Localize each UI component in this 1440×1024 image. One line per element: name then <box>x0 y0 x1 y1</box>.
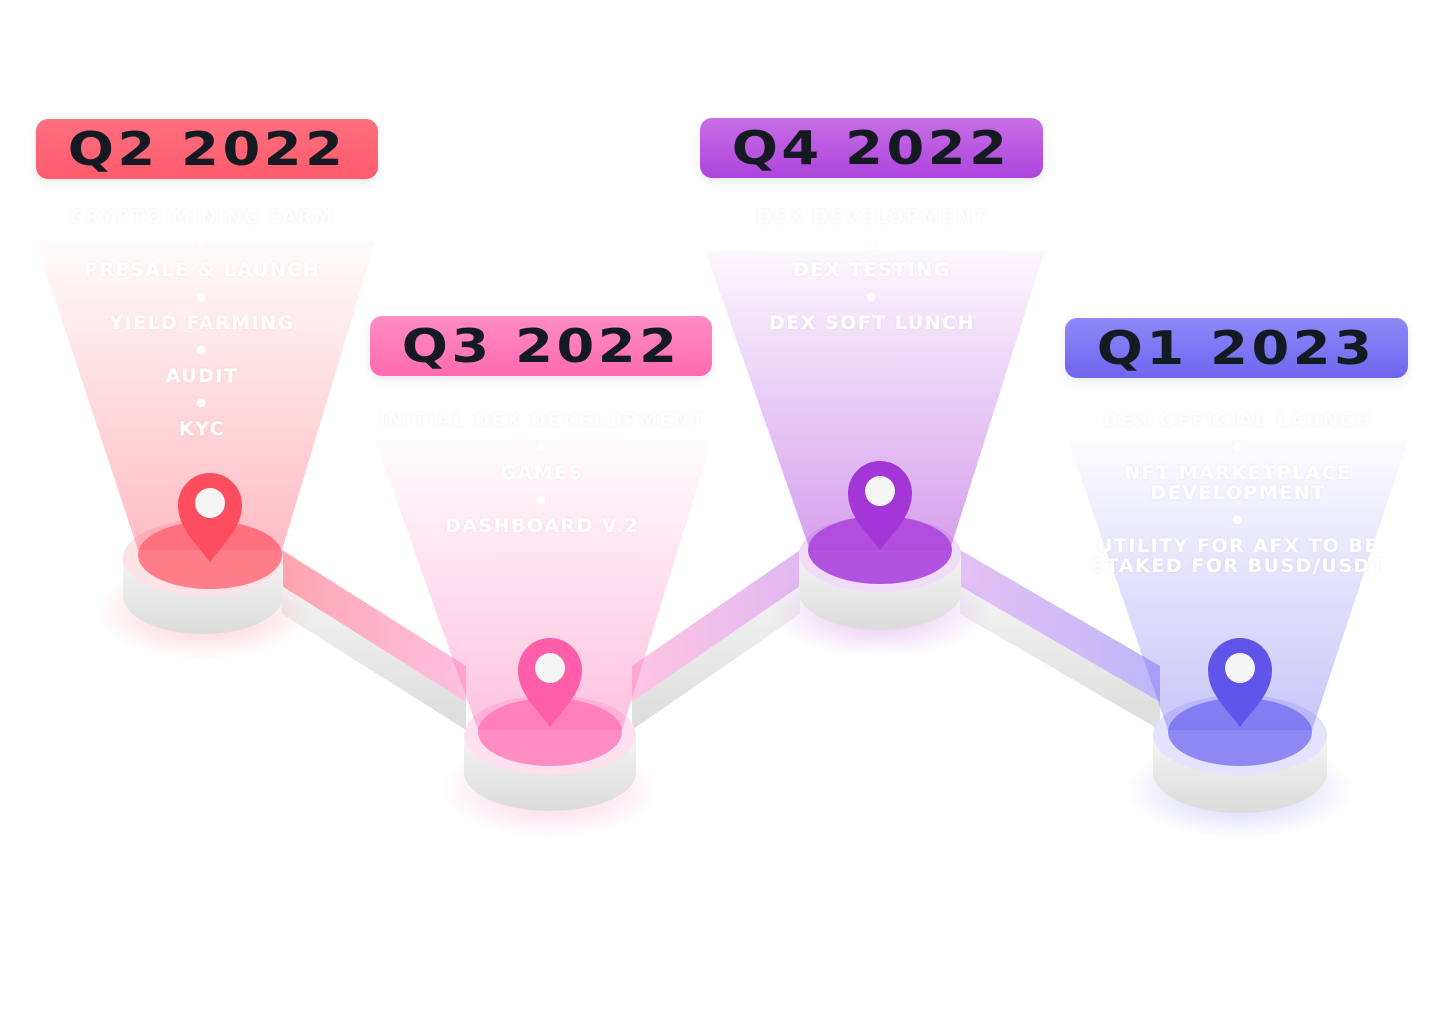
milestone-q3-label: Q3 2022 <box>370 316 712 376</box>
bullet-dot: ● <box>536 492 548 506</box>
milestone-item: DASHBOARD V.2 <box>444 515 640 537</box>
road-q4-q1 <box>960 550 1160 730</box>
milestone-q4-light-beam <box>705 250 1045 550</box>
milestone-q2-label: Q2 2022 <box>36 119 378 179</box>
milestone-q2-light-beam <box>36 242 375 550</box>
milestone-q4-period: Q4 2022 <box>732 121 1011 175</box>
road-q3-q4 <box>632 550 800 730</box>
bullet-dot: ● <box>196 289 208 303</box>
milestone-item: DEX DEVELOPMENT <box>756 206 988 228</box>
milestone-q2-period: Q2 2022 <box>67 122 347 176</box>
milestone-q3-items: INITIAL DEX DEVELOPMENT ● GAMES ● DASHBO… <box>372 410 712 536</box>
road-q2-q3 <box>282 550 466 730</box>
milestone-item: NFT MARKETPLACE DEVELOPMENT <box>1124 462 1352 504</box>
bullet-dot: ● <box>866 289 878 303</box>
bullet-dot: ● <box>196 395 208 409</box>
milestone-item: KYC <box>178 418 226 440</box>
milestone-item: DEX SOFT LUNCH <box>768 312 975 334</box>
bullet-dot: ● <box>1232 439 1244 453</box>
bullet-dot: ● <box>536 439 548 453</box>
milestone-q4-items: DEX DEVELOPMENT ● DEX TESTING ● DEX SOFT… <box>702 207 1042 333</box>
milestone-item: YIELD FARMING <box>109 312 295 334</box>
milestone-item: GAMES <box>500 462 584 484</box>
map-pin-icon <box>1208 638 1272 727</box>
map-pin-icon <box>848 461 912 550</box>
milestone-item: AUDIT <box>165 365 239 387</box>
milestone-q1-label: Q1 2023 <box>1065 318 1408 378</box>
milestone-q1-period: Q1 2023 <box>1097 321 1376 375</box>
milestone-q1-items: DEX OFFICIAL LAUNCH ● NFT MARKETPLACE DE… <box>1068 410 1408 576</box>
milestone-q3-period: Q3 2022 <box>401 319 681 373</box>
milestone-q1-light-beam <box>1068 440 1408 730</box>
milestone-item: UTILITY FOR AFX TO BE STAKED FOR BUSD/US… <box>1090 535 1386 577</box>
bullet-dot: ● <box>196 236 208 250</box>
milestone-q4-label: Q4 2022 <box>700 118 1043 178</box>
milestone-item: DEX OFFICIAL LAUNCH <box>1103 409 1373 431</box>
bullet-dot: ● <box>1232 512 1244 526</box>
bullet-dot: ● <box>196 342 208 356</box>
milestone-item: INITIAL DEX DEVELOPMENT <box>378 409 706 431</box>
map-pin-icon <box>518 638 582 727</box>
milestone-q2-items: CRYPTO MINING FARM ● PRESALE & LAUNCH ● … <box>32 207 372 439</box>
bullet-dot: ● <box>866 236 878 250</box>
milestone-item: PRESALE & LAUNCH <box>83 259 321 281</box>
milestone-item: DEX TESTING <box>793 259 951 281</box>
milestone-q3-light-beam <box>375 440 712 730</box>
map-pin-icon <box>178 473 242 562</box>
milestone-item: CRYPTO MINING FARM <box>69 206 335 228</box>
